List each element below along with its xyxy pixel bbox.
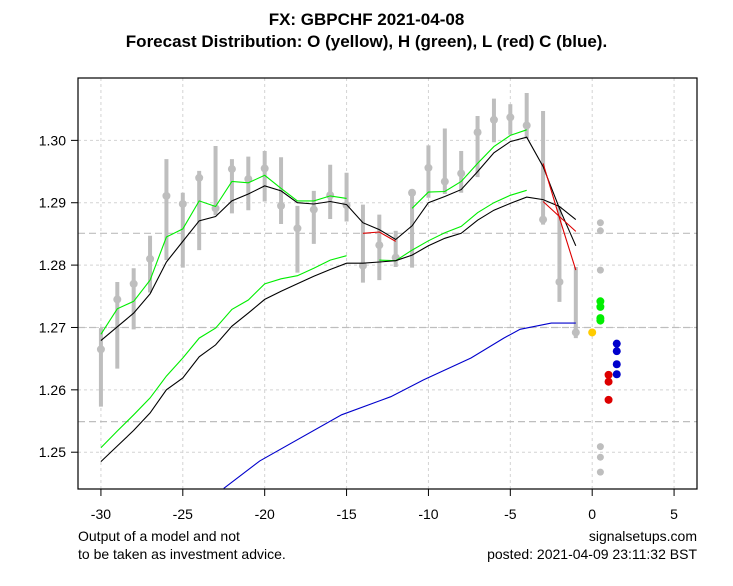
chart-title: FX: GBPCHF 2021-04-08 bbox=[268, 10, 465, 29]
x-tick-label: -15 bbox=[336, 506, 356, 522]
source-info: signalsetups.com posted: 2021-04-09 23:1… bbox=[487, 527, 697, 563]
y-axis: 1.25 1.26 1.27 1.28 1.29 1.30 bbox=[39, 132, 78, 460]
series-line-lower-black bbox=[100, 196, 577, 462]
series-line-red-segment-2 bbox=[542, 163, 577, 271]
x-axis: -30 -25 -20 -15 -10 -5 0 5 bbox=[91, 489, 678, 522]
price-bar-close-dot bbox=[539, 215, 548, 224]
x-tick-label: 0 bbox=[588, 506, 596, 522]
forecast-gray-point bbox=[596, 443, 604, 451]
price-bar-close-dot bbox=[424, 163, 433, 172]
price-bar-close-dot bbox=[96, 345, 105, 354]
series-line-red-segment-1 bbox=[362, 231, 396, 242]
price-bar-close-dot bbox=[293, 224, 302, 233]
series-line-upper-green-2 bbox=[411, 129, 527, 209]
price-bar-close-dot bbox=[408, 188, 417, 197]
forecast-gray-point bbox=[596, 266, 604, 274]
price-bar-close-dot bbox=[260, 164, 269, 173]
forecast-high-point bbox=[596, 297, 605, 306]
source-site: signalsetups.com bbox=[588, 528, 697, 544]
forecast-high-point bbox=[596, 302, 605, 311]
y-tick-label: 1.27 bbox=[39, 319, 66, 335]
price-bar-close-dot bbox=[195, 173, 204, 182]
price-bar-close-dot bbox=[178, 199, 187, 208]
price-bar-close-dot bbox=[309, 205, 318, 214]
price-bar-close-dot bbox=[326, 191, 335, 200]
price-bar-close-dot bbox=[244, 175, 253, 184]
price-bar-close-dot bbox=[489, 115, 498, 124]
grid bbox=[78, 78, 697, 489]
price-bar-close-dot bbox=[227, 165, 236, 174]
forecast-gray-point bbox=[596, 219, 604, 227]
price-bar-close-dot bbox=[162, 191, 171, 200]
price-bars bbox=[96, 92, 580, 407]
series-line-lower-green bbox=[100, 255, 347, 449]
price-bar-close-dot bbox=[457, 169, 466, 178]
forecast-open-point bbox=[588, 328, 597, 337]
series-line-upper-green bbox=[100, 174, 347, 335]
plot-frame bbox=[77, 77, 698, 490]
price-bar-close-dot bbox=[473, 128, 482, 137]
x-tick-label: -25 bbox=[173, 506, 193, 522]
x-tick-label: -5 bbox=[504, 506, 517, 522]
price-bar-close-dot bbox=[555, 277, 564, 286]
y-tick-label: 1.29 bbox=[39, 195, 66, 211]
forecast-points bbox=[588, 219, 621, 476]
series-line-red-segment-3 bbox=[542, 201, 577, 232]
x-tick-label: -30 bbox=[91, 506, 111, 522]
posted-timestamp: posted: 2021-04-09 23:11:32 BST bbox=[487, 546, 697, 562]
forecast-low-point bbox=[604, 370, 613, 379]
y-tick-label: 1.26 bbox=[39, 382, 66, 398]
series-line-upper-black bbox=[100, 136, 577, 342]
y-tick-label: 1.30 bbox=[39, 132, 66, 148]
forecast-high-point bbox=[596, 316, 605, 325]
y-tick-label: 1.25 bbox=[39, 444, 66, 460]
x-tick-label: -20 bbox=[255, 506, 275, 522]
price-bar-close-dot bbox=[440, 177, 449, 186]
chart-subtitle: Forecast Distribution: O (yellow), H (gr… bbox=[125, 32, 608, 51]
series-line-blue bbox=[223, 322, 576, 489]
disclaimer-line-1: Output of a model and not bbox=[78, 528, 240, 544]
forecast-gray-point bbox=[596, 453, 604, 461]
forecast-close-point bbox=[612, 347, 621, 356]
series-line-lower-green-2 bbox=[379, 189, 527, 262]
price-bar-close-dot bbox=[129, 279, 138, 288]
y-tick-label: 1.28 bbox=[39, 257, 66, 273]
x-tick-label: 5 bbox=[670, 506, 678, 522]
disclaimer-line-2: to be taken as investment advice. bbox=[78, 546, 286, 562]
price-bar-close-dot bbox=[375, 241, 384, 250]
price-bar-close-dot bbox=[522, 121, 531, 130]
price-bar-close-dot bbox=[113, 295, 122, 304]
forecast-low-point bbox=[604, 377, 613, 386]
price-bar-close-dot bbox=[571, 328, 580, 337]
x-tick-label: -10 bbox=[418, 506, 438, 522]
forecast-close-point bbox=[612, 339, 621, 348]
disclaimer: Output of a model and not to be taken as… bbox=[78, 527, 286, 563]
price-bar-close-dot bbox=[506, 113, 515, 122]
price-bar-close-dot bbox=[146, 254, 155, 263]
forecast-gray-point bbox=[596, 227, 604, 235]
forecast-low-point bbox=[604, 395, 613, 404]
series-lines bbox=[100, 129, 577, 489]
forecast-close-point bbox=[612, 360, 621, 369]
price-bar-close-dot bbox=[277, 201, 286, 210]
forecast-gray-point bbox=[596, 468, 604, 476]
forecast-close-point bbox=[612, 370, 621, 379]
